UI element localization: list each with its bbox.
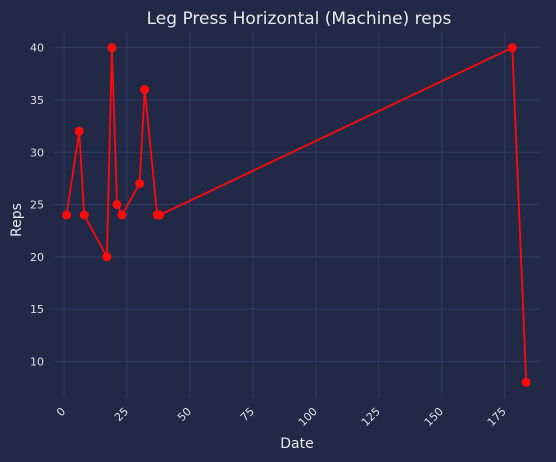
y-tick-label: 15 <box>30 303 44 316</box>
data-point <box>155 210 165 220</box>
x-axis-label: Date <box>280 436 313 452</box>
data-point <box>112 200 122 210</box>
data-point <box>62 210 72 220</box>
y-tick-label: 25 <box>30 199 44 212</box>
data-point <box>140 85 150 95</box>
data-point <box>74 126 84 136</box>
y-tick-label: 10 <box>30 355 44 368</box>
grid <box>54 32 540 398</box>
y-tick-label: 40 <box>30 42 44 55</box>
y-tick-label: 35 <box>30 94 44 107</box>
data-point <box>521 377 531 387</box>
data-point <box>507 43 517 53</box>
series-layer <box>62 43 531 387</box>
data-point <box>135 179 145 189</box>
chart-title: Leg Press Horizontal (Machine) reps <box>147 9 452 29</box>
y-tick-label: 20 <box>30 251 44 264</box>
data-point <box>79 210 89 220</box>
y-axis-label: Reps <box>9 203 25 237</box>
y-tick-label: 30 <box>30 146 44 159</box>
data-point <box>102 252 112 262</box>
data-point <box>107 43 117 53</box>
data-point <box>117 210 127 220</box>
